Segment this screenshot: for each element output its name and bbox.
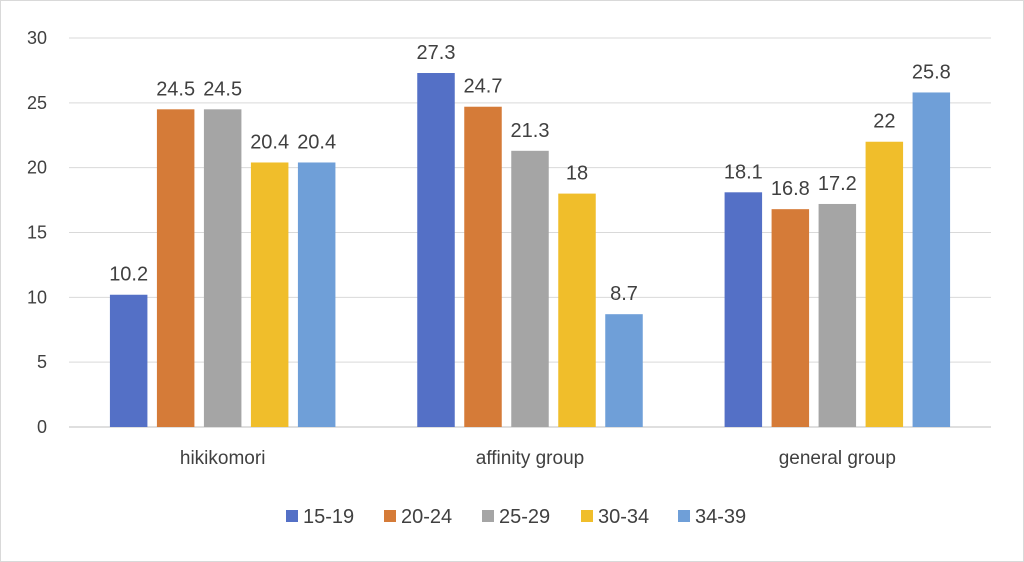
legend-label: 30-34 bbox=[598, 506, 649, 528]
bar bbox=[297, 162, 336, 428]
y-tick-label: 0 bbox=[37, 417, 47, 437]
legend: 15-19 20-24 25-29 30-34 34-39 bbox=[286, 506, 746, 528]
data-labels: 10.2 24.5 24.5 20.4 20.4 27.3 24.7 21.3 18 8.7 18.… bbox=[109, 42, 951, 305]
legend-label: 20-24 bbox=[401, 506, 452, 528]
bar bbox=[605, 314, 643, 427]
bar bbox=[417, 73, 455, 427]
legend-label: 25-29 bbox=[499, 506, 550, 528]
data-label: 25.8 bbox=[912, 61, 951, 83]
data-label: 27.3 bbox=[417, 42, 456, 64]
category-label: general group bbox=[779, 448, 896, 469]
category-label: hikikomori bbox=[180, 448, 266, 469]
data-label: 22 bbox=[873, 111, 895, 133]
bar bbox=[511, 150, 549, 427]
y-tick-label: 10 bbox=[27, 287, 47, 307]
legend-label: 34-39 bbox=[695, 506, 746, 528]
legend-swatch bbox=[286, 510, 298, 522]
data-label: 8.7 bbox=[610, 283, 638, 305]
data-label: 17.2 bbox=[818, 173, 857, 195]
bar bbox=[203, 109, 242, 428]
y-axis-ticks: 0 5 10 15 20 25 30 bbox=[27, 28, 47, 437]
data-label: 10.2 bbox=[109, 264, 148, 286]
bar bbox=[156, 109, 195, 428]
x-axis-categories: hikikomori affinity group general group bbox=[180, 448, 896, 469]
bar bbox=[865, 141, 904, 427]
data-label: 18 bbox=[566, 163, 588, 185]
y-tick-label: 20 bbox=[27, 158, 47, 178]
bars bbox=[109, 73, 951, 428]
data-label: 18.1 bbox=[724, 161, 763, 183]
y-tick-label: 25 bbox=[27, 93, 47, 113]
bar bbox=[912, 92, 951, 428]
y-tick-label: 15 bbox=[27, 223, 47, 243]
data-label: 20.4 bbox=[250, 131, 289, 153]
bar bbox=[464, 106, 502, 428]
bar bbox=[818, 203, 857, 427]
bar bbox=[771, 209, 810, 427]
data-label: 24.7 bbox=[464, 76, 503, 98]
legend-swatch bbox=[678, 510, 690, 522]
legend-swatch bbox=[384, 510, 396, 522]
bar bbox=[558, 193, 596, 427]
data-label: 24.5 bbox=[156, 78, 195, 100]
legend-label: 15-19 bbox=[303, 506, 354, 528]
legend-swatch bbox=[482, 510, 494, 522]
y-tick-label: 5 bbox=[37, 352, 47, 372]
data-label: 20.4 bbox=[297, 131, 336, 153]
legend-swatch bbox=[581, 510, 593, 522]
category-label: affinity group bbox=[476, 448, 584, 469]
bar bbox=[250, 162, 289, 428]
y-tick-label: 30 bbox=[27, 28, 47, 48]
data-label: 24.5 bbox=[203, 78, 242, 100]
bar bbox=[109, 294, 148, 427]
bar bbox=[724, 192, 763, 427]
data-label: 16.8 bbox=[771, 178, 810, 200]
data-label: 21.3 bbox=[511, 120, 550, 142]
